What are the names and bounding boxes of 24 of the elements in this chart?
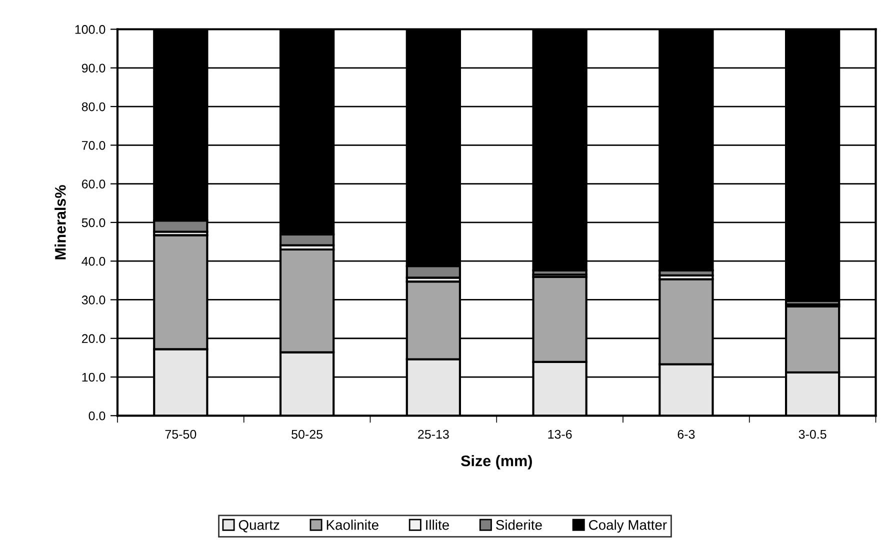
legend-label: Illite [426, 520, 449, 530]
y-tick-label: 20.0 [82, 334, 106, 344]
legend-label: Quartz [238, 520, 280, 532]
x-tick-label: 75-50 [165, 430, 196, 439]
y-tick-label: 10.0 [82, 372, 106, 382]
x-tick-label: 50-25 [292, 430, 323, 439]
y-tick-label: 60.0 [82, 180, 106, 188]
y-tick-label: 0.0 [88, 411, 106, 420]
y-tick-label: 90.0 [82, 64, 106, 73]
legend-label: Coaly Matter [589, 520, 667, 533]
x-tick-label: 13-6 [548, 430, 572, 439]
y-axis-title: Minerals% [54, 185, 66, 260]
y-tick-label: 70.0 [82, 140, 106, 150]
legend-label: Kaolinite [326, 520, 378, 530]
x-tick-label: 25-13 [418, 430, 449, 439]
y-tick-label: 50.0 [82, 218, 106, 228]
y-tick-label: 30.0 [82, 296, 106, 304]
x-axis-title: Size (mm) [460, 455, 532, 470]
y-tick-label: 100.0 [75, 25, 106, 34]
legend-label: Siderite [496, 520, 542, 530]
x-tick-label: 6-3 [678, 430, 695, 439]
y-tick-label: 40.0 [82, 256, 106, 266]
y-tick-label: 80.0 [82, 102, 106, 112]
x-tick-label: 3-0.5 [798, 430, 826, 439]
